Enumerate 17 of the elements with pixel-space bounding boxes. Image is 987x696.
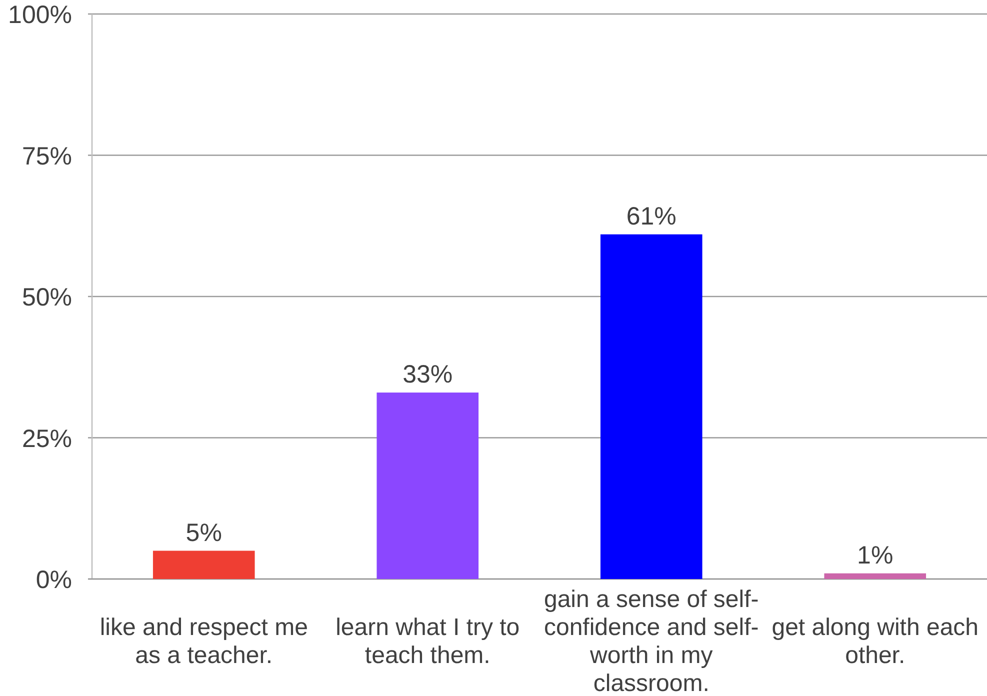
y-tick-label: 25%	[22, 424, 72, 453]
bar	[600, 234, 702, 579]
x-tick-label: like and respect me as a teacher.	[100, 614, 308, 669]
bar	[824, 573, 926, 579]
x-tick-label: get along with each other.	[772, 614, 979, 669]
bar	[376, 392, 479, 579]
x-tick-label: learn what I try to teach them.	[336, 614, 520, 669]
y-tick-label: 75%	[22, 142, 72, 170]
data-label: 1%	[857, 541, 894, 570]
y-tick-label: 100%	[8, 1, 72, 29]
x-tick-label: gain a sense of self-confidence and self-worth in my classroom.	[544, 586, 759, 696]
data-label: 5%	[186, 518, 222, 547]
y-tick-label: 50%	[22, 284, 72, 312]
data-label: 61%	[626, 202, 676, 230]
data-label: 33%	[402, 360, 453, 389]
y-tick-label: 0%	[36, 566, 72, 594]
bar	[152, 550, 255, 579]
